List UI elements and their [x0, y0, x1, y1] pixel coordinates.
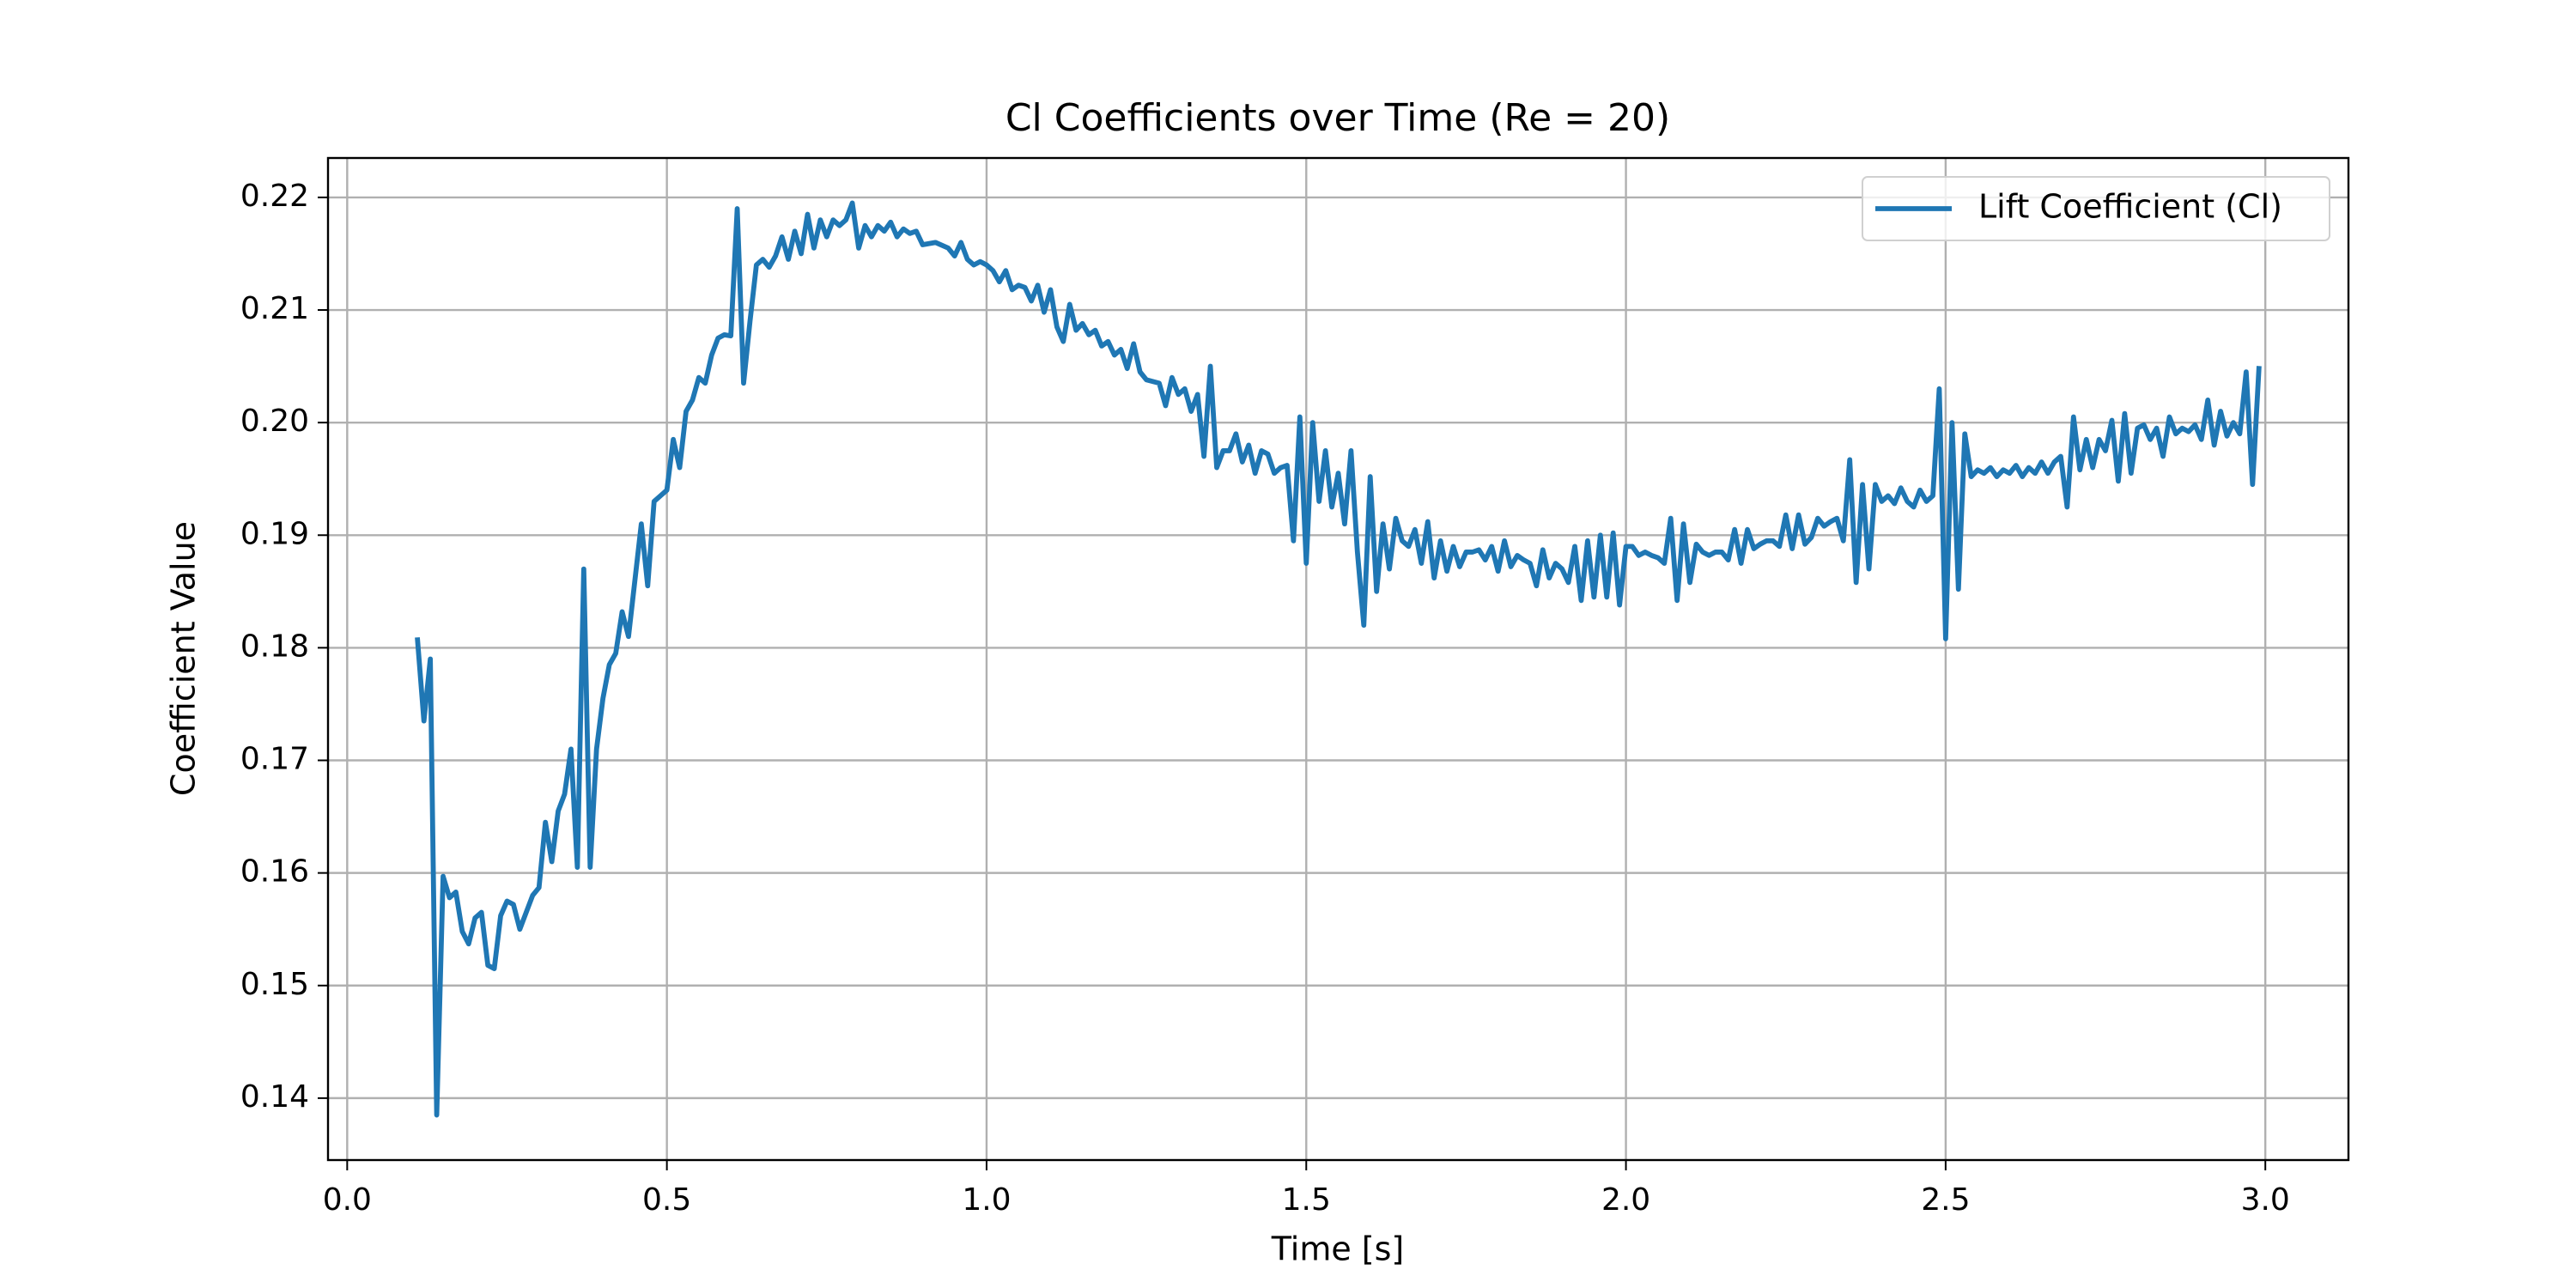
legend-label: Lift Coefficient (Cl) [1978, 188, 2282, 226]
y-axis-label: Coefficient Value [165, 521, 203, 796]
x-tick-label: 0.5 [642, 1182, 691, 1218]
y-tick-label: 0.15 [240, 967, 309, 1002]
x-tick-label: 1.5 [1282, 1182, 1331, 1218]
chart-title: Cl Coefficients over Time (Re = 20) [1005, 96, 1670, 140]
y-tick-label: 0.18 [240, 629, 309, 664]
y-tick-label: 0.17 [240, 742, 309, 777]
axes-frame [326, 156, 2350, 1162]
x-tick-label: 0.0 [323, 1182, 372, 1218]
x-tick-label: 2.0 [1601, 1182, 1650, 1218]
legend-box [1862, 176, 2330, 241]
y-tick-label: 0.22 [240, 179, 309, 214]
x-tick-label: 3.0 [2241, 1182, 2290, 1218]
x-tick-label: 1.0 [962, 1182, 1011, 1218]
y-tick-label: 0.14 [240, 1079, 309, 1115]
y-tick-label: 0.20 [240, 404, 309, 439]
legend: Lift Coefficient (Cl) [1862, 176, 2330, 241]
y-tick-label: 0.21 [240, 291, 309, 326]
data-line [415, 200, 2262, 1118]
x-tick-label: 2.5 [1921, 1182, 1970, 1218]
y-tick-label: 0.19 [240, 516, 309, 551]
y-tick-label: 0.16 [240, 854, 309, 890]
x-axis-label: Time [s] [1271, 1230, 1405, 1268]
